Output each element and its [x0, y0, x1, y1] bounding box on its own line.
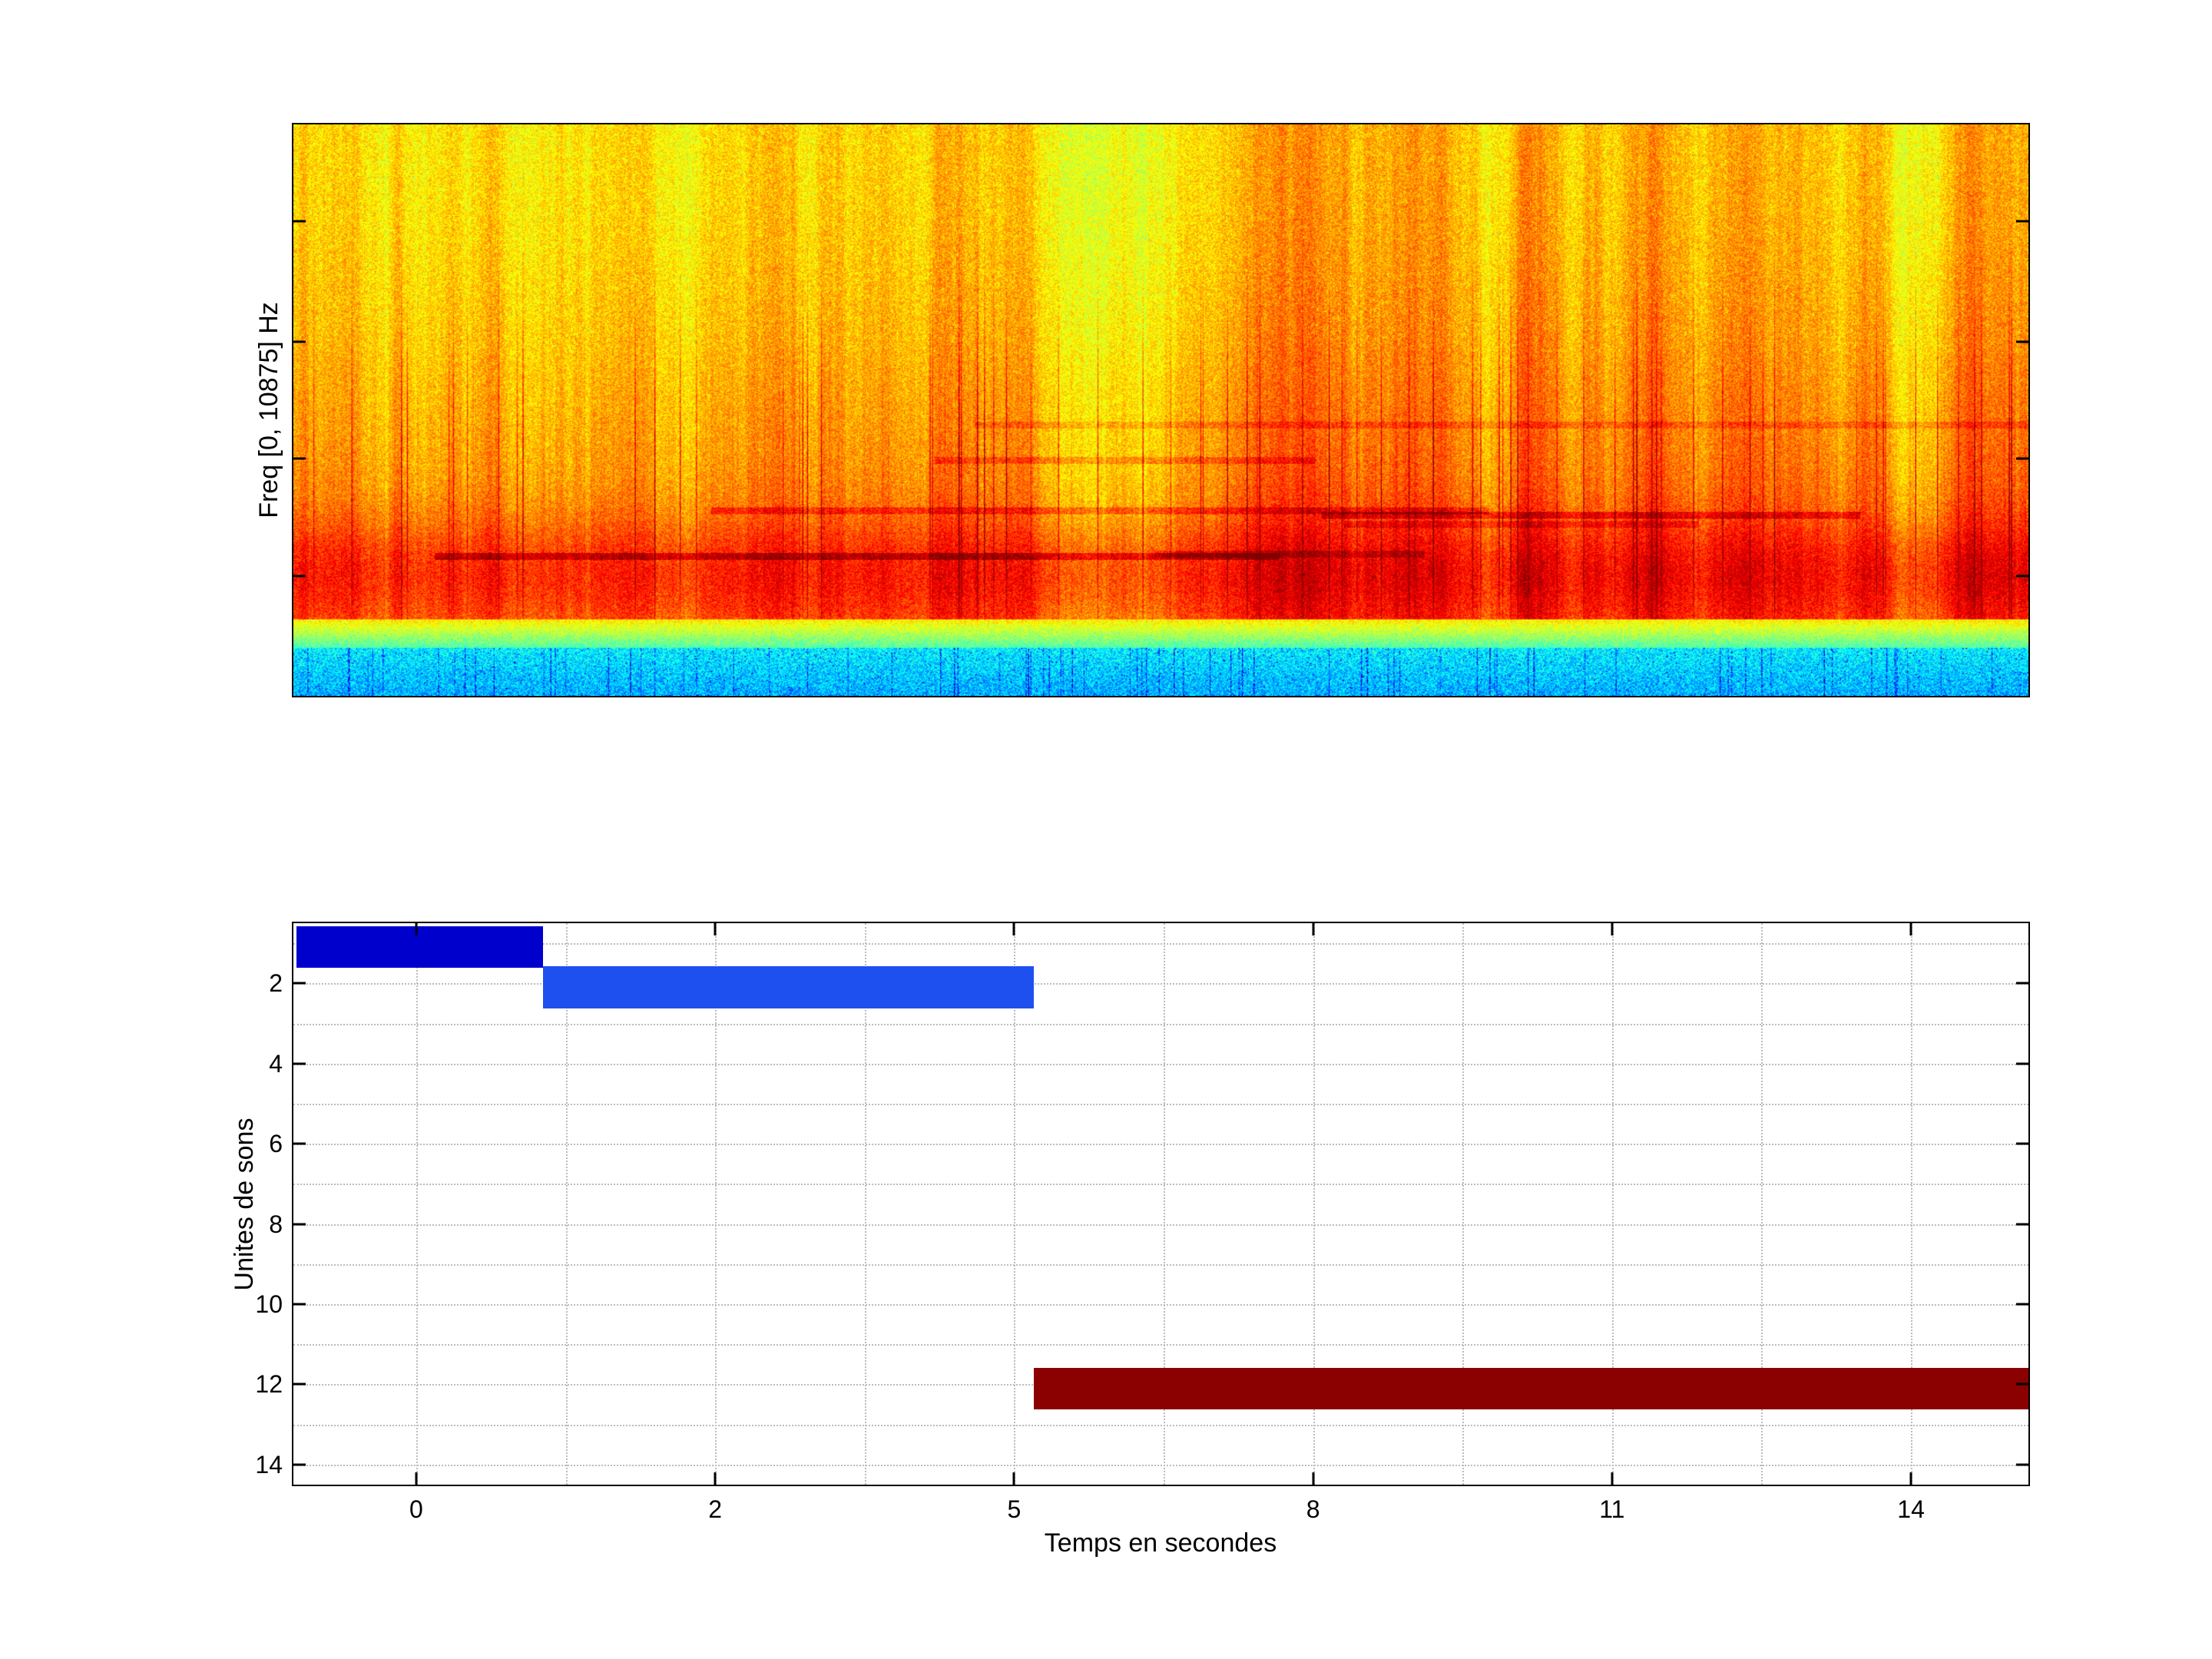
y-tick-mark	[2016, 1303, 2028, 1306]
x-tick-mark	[714, 1472, 717, 1485]
y-tick-mark	[293, 1142, 306, 1145]
y-tick-mark	[293, 1223, 306, 1226]
y-gridline	[293, 1144, 2028, 1146]
y-tick-label: 12	[255, 1370, 283, 1399]
x-gridline	[1462, 923, 1465, 1485]
y-tick-label: 4	[269, 1049, 283, 1078]
y-tick-mark	[2016, 1142, 2028, 1145]
y-tick-label: 10	[255, 1290, 283, 1319]
spec-y-tick-mark	[293, 575, 306, 578]
y-tick-mark	[293, 1382, 306, 1386]
x-tick-label: 5	[1007, 1495, 1022, 1523]
spectrogram-ylabel: Freq [0, 10875] Hz	[254, 302, 283, 518]
x-tick-label: 8	[1306, 1495, 1320, 1523]
gantt-plot-area	[292, 922, 2030, 1486]
sound-unit-bar	[296, 926, 544, 969]
y-gridline	[293, 1063, 2028, 1065]
x-tick-mark	[1909, 923, 1912, 935]
y-gridline	[293, 1263, 2028, 1266]
x-gridline	[1313, 923, 1315, 1485]
spec-y-tick-mark	[293, 220, 306, 223]
y-gridline	[293, 1184, 2028, 1186]
spec-y-tick-mark	[2016, 340, 2028, 343]
y-tick-mark	[2016, 1223, 2028, 1226]
spectrogram-image	[293, 124, 2028, 696]
x-gridline	[416, 923, 418, 1485]
y-gridline	[293, 1103, 2028, 1105]
x-tick-mark	[1012, 1472, 1015, 1485]
x-tick-mark	[415, 923, 418, 935]
x-tick-label: 14	[1897, 1495, 1925, 1523]
spectrogram-panel	[292, 123, 2030, 697]
y-gridline	[293, 1464, 2028, 1466]
x-tick-label: 2	[708, 1495, 723, 1523]
x-tick-mark	[1312, 1472, 1315, 1485]
y-gridline	[293, 983, 2028, 985]
y-gridline	[293, 1023, 2028, 1025]
y-gridline	[293, 1304, 2028, 1306]
y-tick-label: 2	[269, 969, 283, 998]
x-gridline	[1611, 923, 1614, 1485]
x-gridline	[565, 923, 568, 1485]
x-gridline	[1164, 923, 1165, 1485]
x-gridline	[1911, 923, 1913, 1485]
x-tick-mark	[1012, 923, 1015, 935]
y-gridline	[293, 943, 2028, 945]
spec-y-tick-mark	[293, 457, 306, 460]
gantt-xlabel: Temps en secondes	[1044, 1528, 1277, 1558]
spec-y-tick-mark	[2016, 575, 2028, 578]
y-gridline	[293, 1424, 2028, 1426]
spec-y-tick-mark	[2016, 220, 2028, 223]
y-tick-mark	[2016, 1382, 2028, 1386]
x-tick-mark	[1312, 923, 1315, 935]
y-tick-mark	[293, 1303, 306, 1306]
y-tick-mark	[293, 1463, 306, 1466]
y-gridline	[293, 1224, 2028, 1226]
y-tick-mark	[2016, 1463, 2028, 1466]
x-tick-label: 11	[1599, 1495, 1625, 1523]
spec-y-tick-mark	[2016, 457, 2028, 460]
x-tick-mark	[1909, 1472, 1912, 1485]
y-tick-label: 14	[255, 1450, 283, 1479]
gantt-ylabel: Unites de sons	[230, 1118, 259, 1291]
x-tick-mark	[1611, 1472, 1614, 1485]
x-gridline	[1761, 923, 1763, 1485]
sound-unit-bar	[543, 966, 1035, 1008]
x-gridline	[864, 923, 866, 1485]
y-tick-mark	[2016, 1062, 2028, 1065]
x-tick-mark	[415, 1472, 418, 1485]
x-gridline	[715, 923, 717, 1485]
y-tick-label: 6	[269, 1130, 283, 1158]
y-gridline	[293, 1344, 2028, 1346]
x-gridline	[1014, 923, 1016, 1485]
x-tick-mark	[714, 923, 717, 935]
y-tick-mark	[293, 982, 306, 985]
y-tick-label: 8	[269, 1210, 283, 1238]
x-tick-mark	[1611, 923, 1614, 935]
y-tick-mark	[2016, 982, 2028, 985]
y-tick-mark	[293, 1062, 306, 1065]
spec-y-tick-mark	[293, 340, 306, 343]
x-tick-label: 0	[409, 1495, 423, 1523]
sound-unit-bar	[1034, 1367, 2028, 1409]
